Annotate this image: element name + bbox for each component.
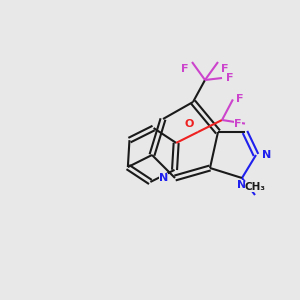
Text: F: F [182,64,189,74]
Text: CH₃: CH₃ [244,182,266,192]
Text: N: N [237,180,247,190]
Text: N: N [159,173,168,183]
Text: F: F [221,64,229,74]
Text: O: O [184,119,194,129]
Text: F: F [236,94,243,104]
Text: F: F [235,118,242,129]
Text: F: F [226,73,233,83]
Text: N: N [262,150,271,160]
